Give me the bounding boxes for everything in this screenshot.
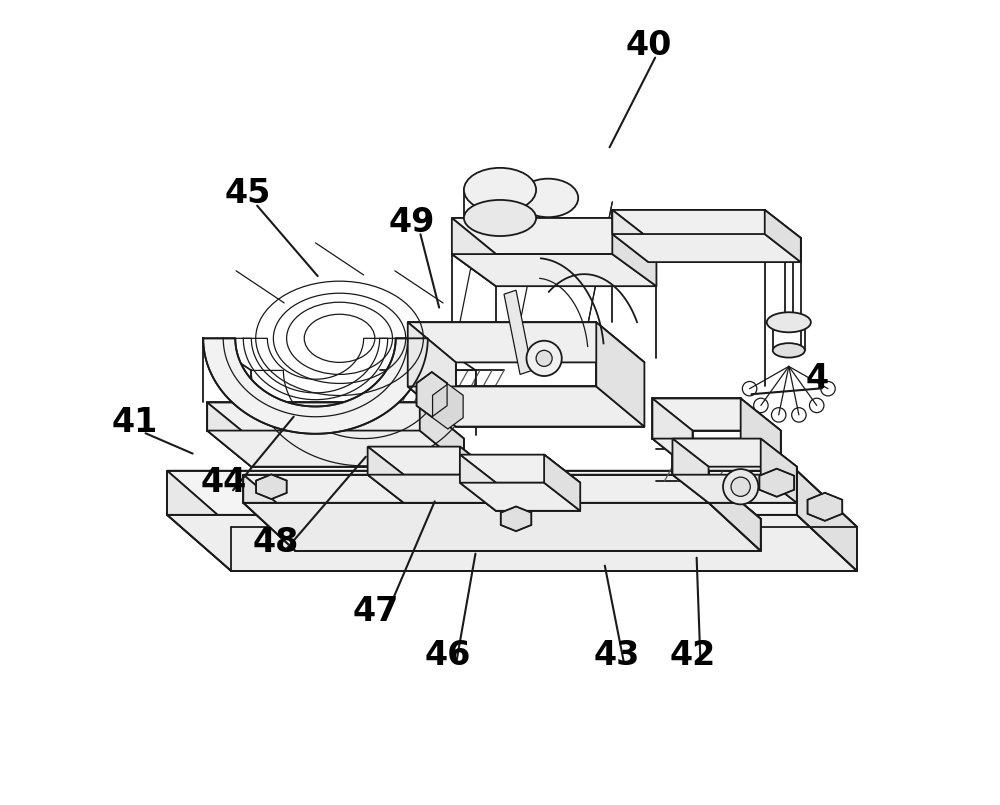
Text: 4: 4 [805,362,828,395]
Polygon shape [544,455,580,511]
Polygon shape [741,398,781,471]
Polygon shape [408,386,644,427]
Polygon shape [203,338,428,434]
Polygon shape [167,471,231,571]
Polygon shape [672,475,797,503]
Polygon shape [652,398,781,431]
Polygon shape [612,210,648,262]
Text: 41: 41 [112,406,158,439]
Polygon shape [417,372,447,417]
Polygon shape [368,447,496,475]
Polygon shape [596,322,644,427]
Polygon shape [452,218,656,254]
Text: 42: 42 [669,638,716,671]
Text: 45: 45 [224,177,270,210]
Polygon shape [167,515,857,571]
Polygon shape [808,493,842,521]
Polygon shape [408,322,644,362]
Polygon shape [420,402,464,467]
Polygon shape [452,218,496,287]
Polygon shape [452,254,656,287]
Text: 48: 48 [252,526,299,559]
Polygon shape [652,398,693,471]
Circle shape [723,469,758,505]
Ellipse shape [773,343,805,357]
Polygon shape [672,439,709,503]
Polygon shape [460,447,496,503]
Polygon shape [207,402,251,467]
Polygon shape [709,475,761,551]
Text: 49: 49 [389,205,435,238]
Polygon shape [765,210,801,262]
Circle shape [731,477,750,497]
Polygon shape [207,431,464,467]
Circle shape [526,341,562,376]
Text: 43: 43 [593,638,640,671]
Polygon shape [460,455,496,511]
Polygon shape [368,475,496,503]
Ellipse shape [464,200,536,236]
Polygon shape [504,290,532,374]
Polygon shape [460,483,580,511]
Polygon shape [167,471,857,526]
Text: 47: 47 [352,595,399,628]
Ellipse shape [767,312,811,332]
Polygon shape [612,234,801,262]
Polygon shape [501,506,531,531]
Text: 40: 40 [625,29,672,62]
Polygon shape [256,474,287,499]
Ellipse shape [518,179,578,217]
Text: 44: 44 [200,466,246,499]
Polygon shape [761,439,797,503]
Polygon shape [460,455,580,483]
Polygon shape [207,402,464,439]
Polygon shape [243,475,761,518]
Polygon shape [652,439,781,471]
Polygon shape [368,447,404,503]
Polygon shape [672,439,797,467]
Polygon shape [243,475,295,551]
Circle shape [536,350,552,366]
Polygon shape [433,384,463,429]
Polygon shape [612,210,801,238]
Polygon shape [243,503,761,551]
Ellipse shape [464,168,536,212]
Polygon shape [759,469,794,497]
Polygon shape [612,218,656,287]
Polygon shape [408,322,456,427]
Polygon shape [797,471,857,571]
Text: 46: 46 [425,638,471,671]
